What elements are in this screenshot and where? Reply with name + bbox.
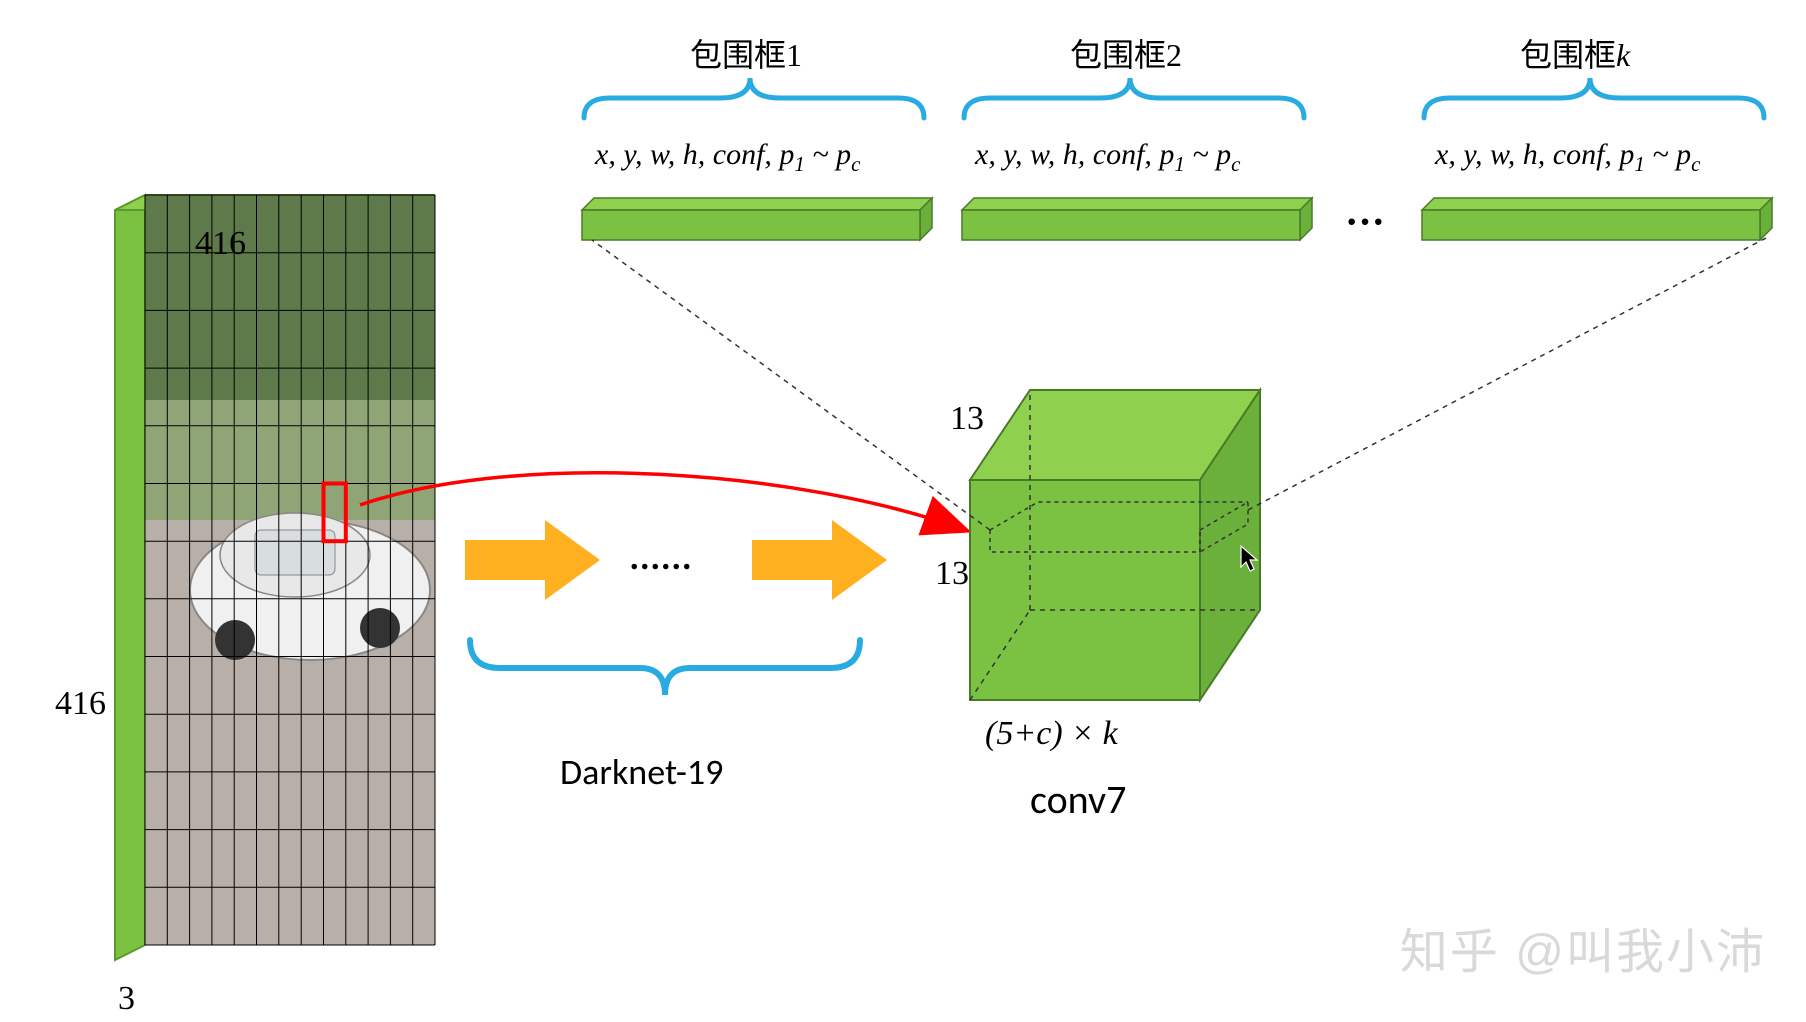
input-image-slab [115,195,435,960]
watermark: 知乎 @叫我小沛 [1400,912,1766,982]
formula-k: x, y, w, h, conf, p1 ~ pc [1435,138,1700,177]
brace-label-2: 包围框2 [1070,30,1182,76]
cube-name-label: conv7 [1030,775,1126,824]
red-mapping-arrow [360,473,965,530]
formula-2: x, y, w, h, conf, p1 ~ pc [975,138,1240,177]
cube-dim-side: 13 [935,555,969,593]
input-height-label: 416 [55,685,106,723]
feature-cube [970,390,1260,700]
anchor-bar-k [1422,198,1772,240]
darknet-label: Darknet-19 [560,750,723,794]
brace-1 [584,78,924,118]
input-channels-label: 3 [118,980,135,1018]
flow-dots: ...... [630,540,693,578]
flow-arrow-1 [465,520,600,600]
flow-arrow-2 [752,520,887,600]
input-width-label: 416 [195,225,246,263]
anchor-bar-2 [962,198,1312,240]
mouse-cursor-icon [1240,545,1260,573]
brace-k [1424,78,1764,118]
brace-label-1: 包围框1 [690,30,802,76]
cube-depth-label: (5+c) × k [985,715,1118,753]
cube-dim-top: 13 [950,400,984,438]
brace-label-k: 包围框k [1520,30,1630,76]
anchor-bar-1 [582,198,932,240]
brace-2 [964,78,1304,118]
bars-ellipsis: ··· [1345,198,1385,245]
darknet-brace [470,640,860,695]
formula-1: x, y, w, h, conf, p1 ~ pc [595,138,860,177]
